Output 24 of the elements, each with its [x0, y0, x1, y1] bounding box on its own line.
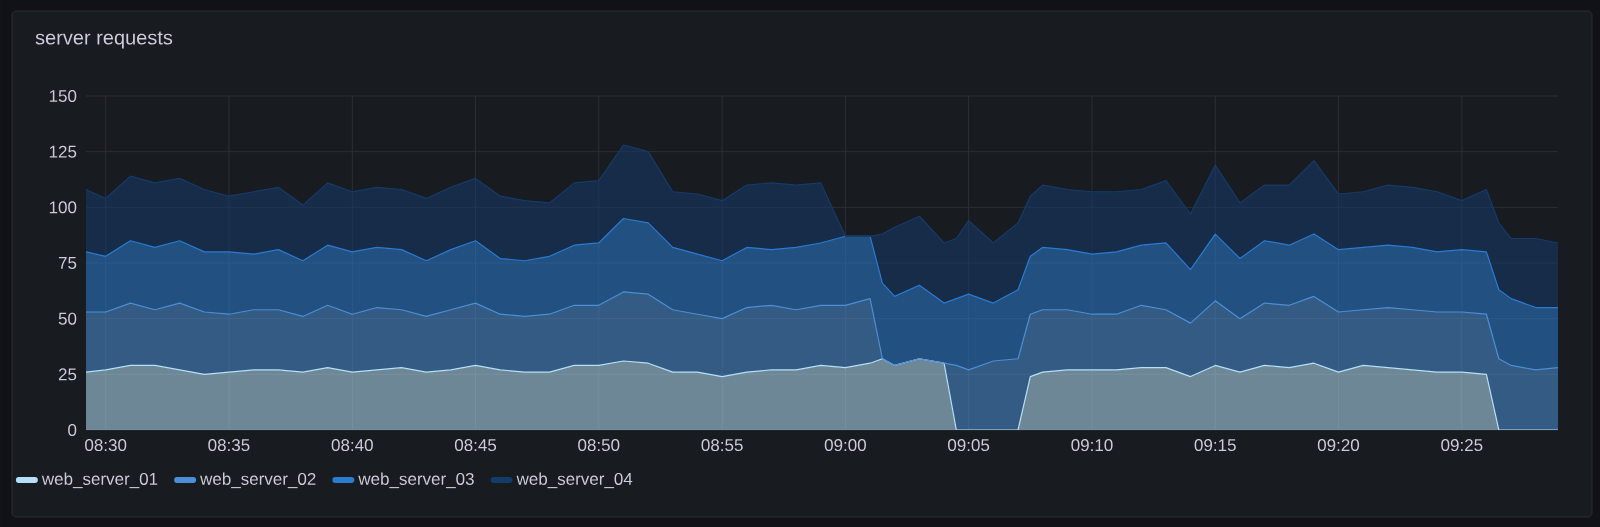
legend-label: web_server_03 [358, 472, 474, 489]
x-tick-label: 08:30 [85, 439, 127, 452]
x-tick-label: 08:55 [701, 439, 743, 452]
x-tick-label: 09:10 [1071, 439, 1113, 452]
y-tick-label: 150 [49, 90, 77, 103]
y-tick-label: 25 [58, 368, 77, 381]
y-tick-label: 75 [58, 257, 77, 269]
x-tick-label: 08:40 [331, 439, 373, 452]
y-tick-label: 50 [58, 312, 77, 325]
x-tick-label: 09:00 [824, 439, 866, 452]
x-tick-label: 08:45 [454, 439, 497, 452]
y-tick-label: 0 [68, 424, 77, 437]
x-tick-label: 08:35 [208, 439, 250, 452]
x-tick-label: 09:25 [1441, 439, 1483, 452]
legend-label: web_server_01 [41, 472, 158, 489]
x-tick-label: 08:50 [578, 439, 620, 452]
legend-label: web_server_04 [516, 472, 633, 489]
y-tick-label: 100 [49, 201, 77, 214]
x-tick-label: 09:15 [1194, 439, 1236, 452]
x-tick-label: 09:05 [948, 439, 990, 452]
x-tick-label: 09:20 [1317, 439, 1360, 452]
y-tick-label: 125 [49, 145, 77, 158]
chart-title: server requests [35, 31, 173, 49]
legend-label: web_server_02 [200, 472, 316, 489]
